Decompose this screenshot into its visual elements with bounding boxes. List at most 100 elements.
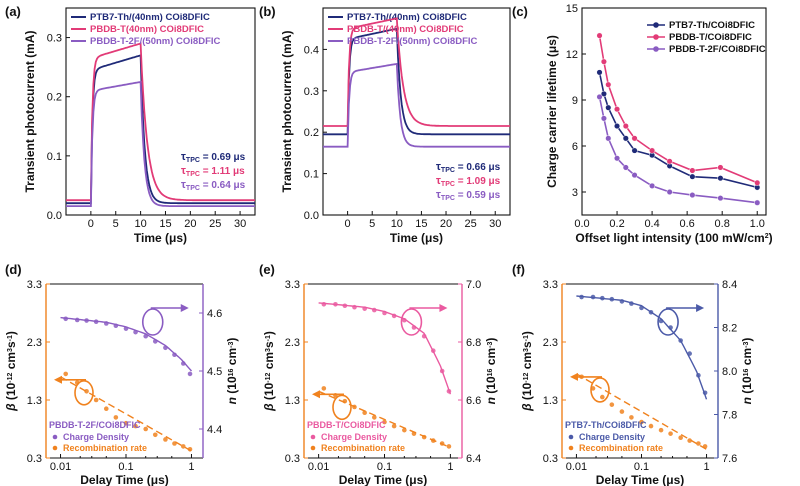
ellipse-marker [590, 377, 610, 403]
y-left-tick-label: 1.3 [543, 395, 558, 407]
y-tick-label: 12 [566, 49, 578, 61]
legend-marker [653, 46, 659, 52]
rate-point [446, 444, 452, 449]
tau-annotation: τTPC = 0.69 μs [181, 151, 246, 164]
density-point [600, 295, 605, 301]
y-tick-label: 0.3 [304, 86, 319, 98]
density-point [430, 348, 436, 354]
x-tick-label: 5 [369, 218, 375, 230]
rate-point [382, 419, 387, 425]
data-point [622, 135, 629, 142]
legend-marker [310, 445, 316, 451]
density-point [421, 333, 427, 339]
density-point [446, 389, 452, 394]
density-fit-line [60, 316, 193, 372]
y-axis-label: Transient photocurrent (mA) [280, 30, 294, 192]
density-point [619, 299, 625, 304]
series-line [66, 80, 255, 208]
series-line [598, 35, 758, 184]
rate-point [152, 432, 158, 438]
data-point [600, 58, 607, 65]
x-tick-label: 15 [159, 218, 171, 230]
y-tick-label: 9 [572, 95, 578, 107]
y-tick-label: 0.0 [304, 210, 319, 222]
x-tick-label: 25 [465, 218, 477, 230]
density-point [439, 368, 445, 374]
data-point [605, 135, 612, 142]
density-point [687, 351, 692, 356]
x-tick-label: 0.0 [574, 218, 589, 230]
density-point [180, 361, 186, 366]
density-point [133, 329, 138, 335]
y-left-axis-label: β (10-12 cm3s-1) [4, 331, 18, 412]
density-point [152, 339, 158, 344]
data-point [596, 32, 603, 39]
legend-marker [568, 445, 574, 451]
y-left-tick-label: 2.3 [543, 337, 558, 349]
panel-b: (b) 0 5 10 15 20 25 30 0.0 0.1 0.2 0.3 0.4 Time (μs) T… [259, 4, 511, 245]
density-point [648, 309, 654, 315]
rate-point [321, 386, 327, 391]
density-point [391, 313, 397, 319]
panel-label: (d) [5, 262, 22, 277]
legend-title: PBDB-T-2F/COi8DFIC [49, 420, 141, 430]
y-right-axis-label: n (1016 cm-3) [740, 338, 754, 405]
x-axis-label: Delay Time (μs) [596, 473, 685, 486]
density-point [321, 302, 327, 307]
panel-f: (f) 0.01 0.1 1 0.3 1.3 2.3 3.3 7.6 7.8 8.0 8.2 8.4 De… [512, 262, 754, 486]
panel-d: (d) 0.01 0.1 1 0.3 1.3 2.3 3.3 4.4 4.5 4.6 Delay Ti… [4, 262, 239, 486]
ellipse-marker [332, 394, 352, 421]
data-point [717, 164, 724, 171]
rate-point [187, 447, 193, 452]
legend-label: PBDB-T-2F/(50nm) COi8DFIC [347, 36, 478, 47]
legend-rate-label: Recombination rate [321, 443, 405, 453]
density-point [63, 316, 69, 322]
rate-point [658, 427, 664, 433]
x-tick-label: 1.0 [750, 218, 765, 230]
rate-point [411, 431, 417, 436]
legend-marker [310, 434, 316, 440]
rate-point [362, 410, 367, 416]
x-tick-label: 0.4 [644, 218, 659, 230]
y-left-axis-label: β (10-12 cm3s-1) [262, 331, 276, 412]
series-line [323, 17, 510, 127]
y-right-axis-label: n (1016 cm-3) [225, 338, 239, 405]
data-point [649, 147, 656, 154]
x-tick-label: 0 [345, 218, 351, 230]
rate-point [372, 415, 377, 420]
rate-point [678, 435, 683, 441]
plot-frame [322, 7, 511, 216]
density-point [103, 321, 109, 326]
rate-point [352, 404, 357, 410]
rate-fit-line [318, 390, 451, 449]
data-point [666, 158, 673, 165]
data-point [605, 104, 612, 111]
density-point [411, 325, 417, 330]
density-point [163, 345, 168, 351]
panel-c: (c) 0.0 0.2 0.4 0.6 0.8 1.0 3 6 9 12 15 Offset light… [512, 3, 773, 245]
y-left-tick-label: 0.3 [285, 453, 300, 465]
x-tick-label: 0.1 [118, 461, 133, 473]
density-point [639, 305, 644, 311]
ellipse-marker [400, 308, 423, 336]
plot-frame [65, 7, 256, 216]
x-tick-label: 25 [209, 218, 221, 230]
data-point [622, 123, 629, 130]
rate-fit-line [60, 376, 192, 452]
series-line [323, 62, 510, 148]
data-point [754, 179, 761, 186]
x-tick-label: 10 [134, 218, 146, 230]
data-point [631, 147, 638, 154]
y-left-tick-label: 1.3 [27, 395, 42, 407]
density-point [402, 317, 407, 323]
panel-e: (e) 0.01 0.1 1 0.3 1.3 2.3 3.3 6.4 6.6 6.8 7.0 Delay… [259, 262, 498, 486]
plot-frame [581, 7, 767, 216]
y-right-tick-label: 6.8 [466, 337, 481, 349]
data-point [689, 192, 696, 199]
arrow-right-head [439, 304, 448, 312]
rate-point [668, 431, 673, 436]
x-tick-label: 0.1 [377, 461, 392, 473]
x-tick-label: 5 [113, 218, 119, 230]
data-point [600, 90, 607, 97]
y-left-tick-label: 2.3 [285, 337, 300, 349]
